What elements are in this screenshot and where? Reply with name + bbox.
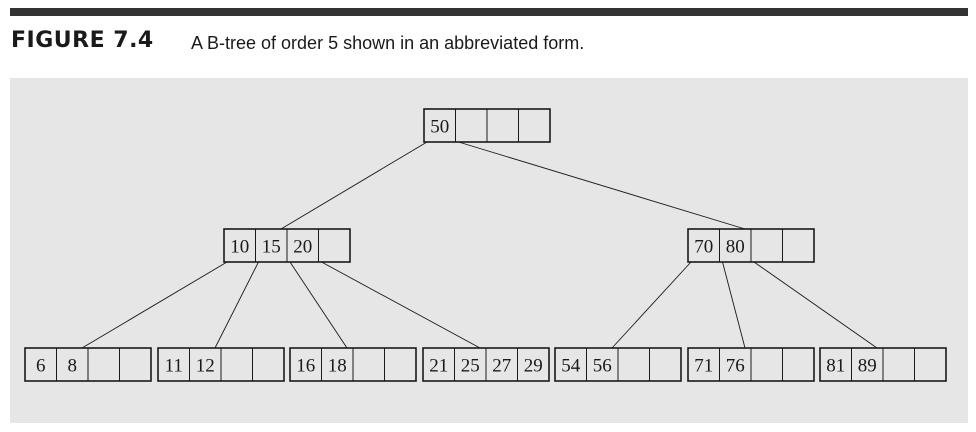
leaf-node: 71 76 <box>687 347 815 382</box>
node-key: 71 <box>694 356 713 377</box>
top-rule <box>10 8 968 16</box>
node-key: 16 <box>296 356 315 377</box>
node-key: 54 <box>561 356 581 377</box>
leaf-node: 11 12 <box>157 347 285 382</box>
node-key: 21 <box>429 356 448 377</box>
leaf-node: 16 18 <box>289 347 417 382</box>
node-key: 12 <box>196 356 215 377</box>
leaf-node: 21 25 27 29 <box>422 347 550 382</box>
tree-edge <box>214 261 259 349</box>
node-key: 20 <box>293 237 312 258</box>
node-key: 80 <box>726 237 745 258</box>
node-key: 27 <box>492 356 511 377</box>
tree-edge <box>753 261 878 349</box>
node-key: 89 <box>858 356 877 377</box>
node-key: 50 <box>430 117 449 138</box>
node-key: 18 <box>328 356 347 377</box>
node-key: 81 <box>826 356 845 377</box>
figure-label: FIGURE 7.4 <box>11 28 154 53</box>
internal-node: 10 15 20 <box>223 228 351 263</box>
node-key: 70 <box>694 237 713 258</box>
node-key: 11 <box>165 356 183 377</box>
node-key: 56 <box>593 356 612 377</box>
leaf-node: 81 89 <box>819 347 947 382</box>
node-key: 8 <box>68 356 78 377</box>
edge-layer <box>81 141 878 349</box>
root-node: 50 <box>423 108 551 143</box>
tree-edge <box>458 141 746 230</box>
node-key: 25 <box>461 356 480 377</box>
node-key: 10 <box>230 237 249 258</box>
figure-caption: A B-tree of order 5 shown in an abbrevia… <box>191 33 585 53</box>
tree-edge <box>722 261 746 349</box>
tree-edge <box>81 261 228 349</box>
tree-edge <box>611 261 692 349</box>
tree-edge <box>289 261 348 349</box>
node-key: 6 <box>36 356 46 377</box>
tree-edge <box>280 141 428 230</box>
node-key: 15 <box>262 237 281 258</box>
node-key: 76 <box>726 356 745 377</box>
internal-node: 70 80 <box>687 228 815 263</box>
tree-edge <box>321 261 481 349</box>
leaf-node: 54 56 <box>554 347 682 382</box>
node-key: 29 <box>524 356 543 377</box>
diagram-panel: 50 10 15 20 70 80 6 8 11 12 16 18 21 25 27 29 54 56 71 76 81… <box>10 78 968 423</box>
